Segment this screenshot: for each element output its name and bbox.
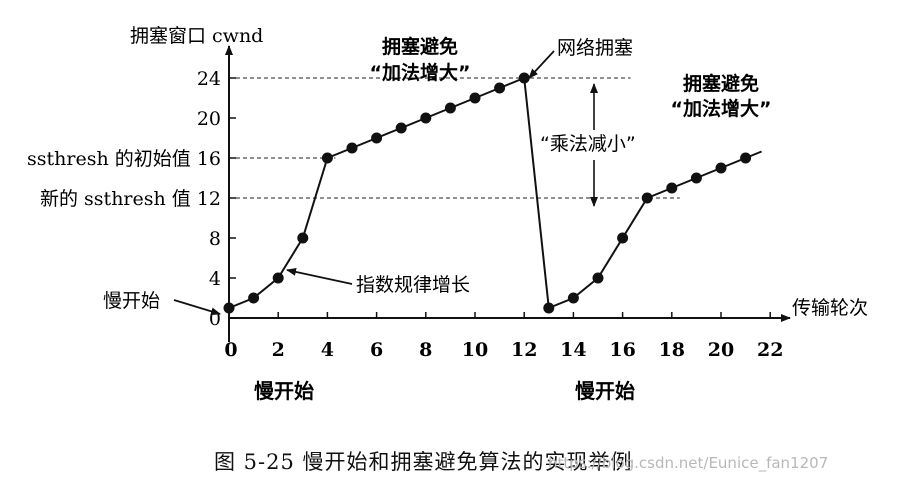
x-tick-label: 2 [272,339,285,361]
y-tick-label: 20 [197,108,221,130]
x-tick-label: 8 [419,339,432,361]
slow-start-label-1: 慢开始 [254,379,314,403]
data-point [297,232,309,244]
data-point [371,132,383,144]
data-point [444,102,456,114]
x-tick-label: 6 [370,339,383,361]
data-point [223,302,235,314]
slow-start-label-2: 慢开始 [575,379,635,403]
figure-caption: 图 5-25 慢开始和拥塞避免算法的实现举例 [214,450,633,474]
exp-growth-arrow [286,267,353,285]
congestion-label: 网络拥塞 [557,37,633,59]
data-point [469,92,481,104]
ca2-label-line2: “加法增大” [671,97,772,120]
y-tick-label: 24 [197,68,221,90]
data-point [715,162,727,174]
x-axis-label: 传输轮次 [792,297,868,319]
slow-start-arrow [173,299,221,316]
y-tick-label: 8 [209,228,221,250]
data-point [272,272,284,284]
data-point [543,302,555,314]
data-point [592,272,604,284]
data-point [321,152,333,164]
series-line [228,76,746,310]
y-tick-label: ssthresh 的初始值 16 [27,148,221,170]
data-point [641,192,653,204]
x-tick-label: 0 [224,339,237,361]
ca1-label-line1: 拥塞避免 [382,35,458,58]
ca1-label-line2: “加法增大” [370,61,471,84]
y-tick-label: 4 [209,268,221,290]
x-tick-label: 18 [659,339,685,361]
watermark: https://blog.csdn.net/Eunice_fan1207 [548,454,829,472]
data-point [666,182,678,194]
y-tick-label: 新的 ssthresh 值 12 [40,188,221,210]
mult-decrease-label: “乘法减小” [540,133,636,155]
x-tick-label: 22 [757,339,783,361]
data-point [494,82,506,94]
slow-start-arrow-label: 慢开始 [103,290,160,312]
x-tick-label: 10 [462,339,488,361]
congestion-arrow [528,50,555,79]
exp-growth-label: 指数规律增长 [356,274,470,296]
x-tick-label: 12 [511,339,537,361]
data-point [518,72,530,84]
data-point [248,292,260,304]
ca2-label-line1: 拥塞避免 [683,72,759,95]
data-point [567,292,579,304]
data-point [617,232,629,244]
x-tick-label: 14 [560,339,586,361]
data-point [740,152,752,164]
y-axis-label: 拥塞窗口 cwnd [130,25,263,47]
data-point [420,112,432,124]
data-point [690,172,702,184]
x-tick-label: 20 [708,339,734,361]
data-point [346,142,358,154]
data-point [395,122,407,134]
x-tick-label: 16 [609,339,635,361]
x-tick-label: 4 [321,339,334,361]
